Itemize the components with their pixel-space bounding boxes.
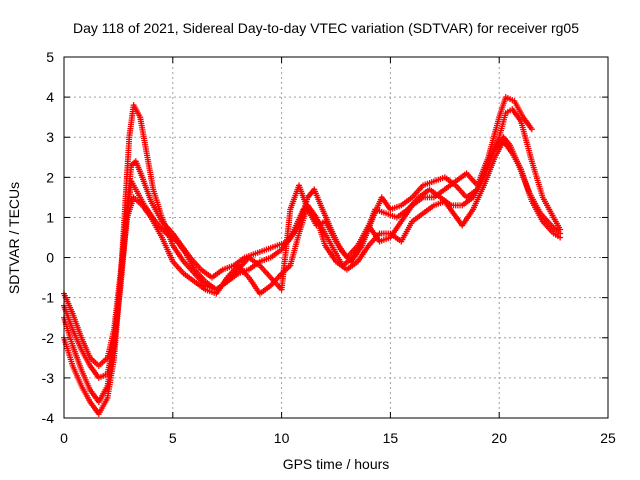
data-point-marker <box>528 126 535 133</box>
y-tick-label: 4 <box>46 89 54 105</box>
y-tick-label: 1 <box>46 209 54 225</box>
y-tick-label: 0 <box>46 250 54 266</box>
series-track-3 <box>61 94 535 405</box>
y-axis-label: SDTVAR / TECUs <box>6 182 22 294</box>
x-tick-label: 20 <box>491 430 507 446</box>
y-tick-label: 2 <box>46 169 54 185</box>
y-tick-label: -2 <box>42 330 55 346</box>
x-tick-label: 15 <box>383 430 399 446</box>
y-tick-label: -1 <box>42 290 55 306</box>
y-tick-label: -4 <box>42 410 55 426</box>
x-tick-label: 10 <box>274 430 290 446</box>
series-track-4 <box>61 138 564 417</box>
chart-title: Day 118 of 2021, Sidereal Day-to-day VTE… <box>73 20 579 36</box>
x-tick-label: 0 <box>60 430 68 446</box>
y-tick-label: 3 <box>46 129 54 145</box>
series-track-1 <box>61 106 564 369</box>
y-tick-label: 5 <box>46 49 54 65</box>
data-point-marker <box>557 234 564 241</box>
x-axis-label: GPS time / hours <box>283 456 390 472</box>
x-tick-label: 5 <box>169 430 177 446</box>
x-tick-label: 25 <box>600 430 616 446</box>
plot-frame <box>63 56 609 419</box>
y-tick-label: -3 <box>42 370 55 386</box>
tick-label-layer: 0 5 10 15 20 25 -4 -3 -2 -1 0 1 2 3 4 5 <box>42 49 616 446</box>
series-layer <box>61 94 564 417</box>
